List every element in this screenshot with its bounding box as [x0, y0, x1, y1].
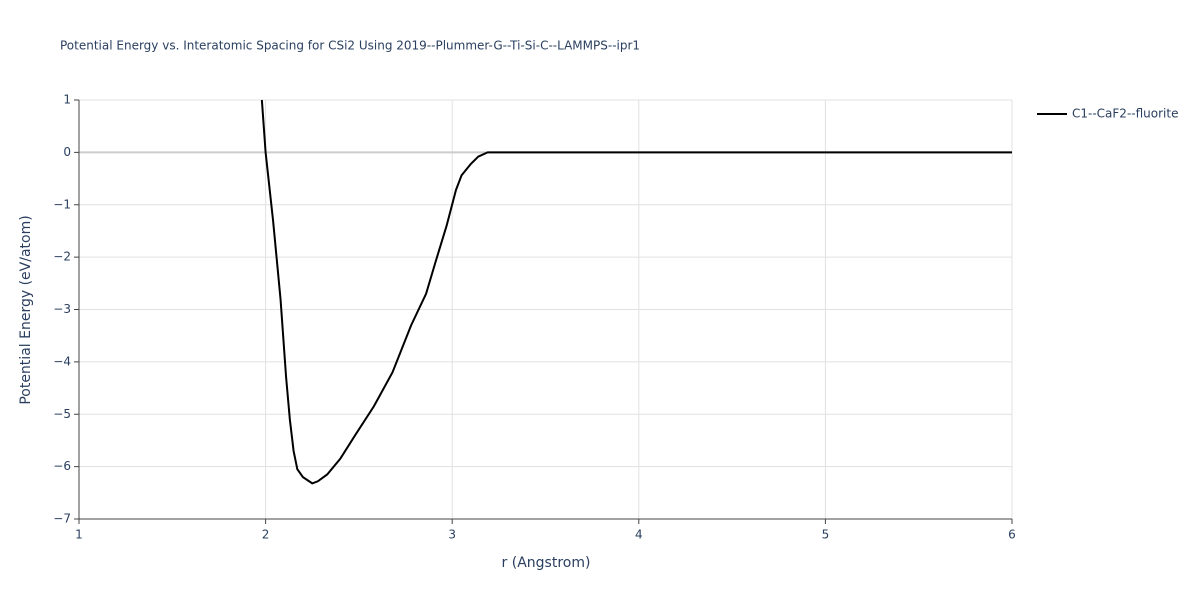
- x-axis-label: r (Angstrom): [502, 555, 591, 571]
- x-tick-label: 1: [75, 528, 83, 542]
- x-tick-label: 6: [1008, 528, 1016, 542]
- legend-label: C1--CaF2--fluorite: [1072, 107, 1178, 121]
- line-series: [260, 99, 1012, 485]
- y-tick-label: −3: [53, 302, 71, 316]
- y-tick-label: −5: [53, 407, 71, 421]
- x-tick-label: 2: [262, 528, 270, 542]
- y-tick-label: −1: [53, 197, 71, 211]
- y-tick-label: −7: [53, 512, 71, 526]
- chart-title: Potential Energy vs. Interatomic Spacing…: [60, 39, 640, 53]
- y-tick-label: −6: [53, 459, 71, 473]
- y-tick-label: 1: [63, 93, 71, 107]
- y-axis-label: Potential Energy (eV/atom): [18, 215, 34, 404]
- x-tick-label: 5: [822, 528, 830, 542]
- x-tick-label: 3: [448, 528, 456, 542]
- y-tick-label: −2: [53, 250, 71, 264]
- y-tick-label: −4: [53, 354, 71, 368]
- x-tick-label: 4: [635, 528, 643, 542]
- y-tick-label: 0: [63, 145, 71, 159]
